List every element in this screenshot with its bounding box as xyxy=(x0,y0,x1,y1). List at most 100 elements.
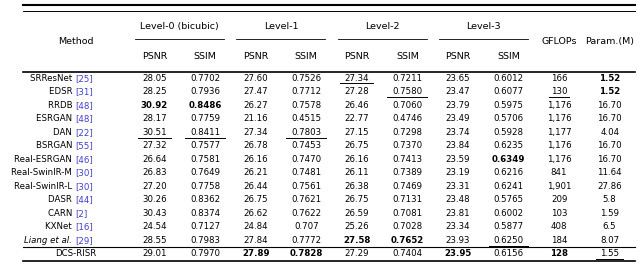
Text: 0.7404: 0.7404 xyxy=(392,249,422,258)
Text: 0.7028: 0.7028 xyxy=(392,222,422,232)
Text: 0.7561: 0.7561 xyxy=(291,182,321,191)
Text: [30]: [30] xyxy=(75,182,93,191)
Text: 0.8374: 0.8374 xyxy=(190,209,220,218)
Text: 0.7469: 0.7469 xyxy=(392,182,422,191)
Text: 30.26: 30.26 xyxy=(142,195,167,204)
Text: [30]: [30] xyxy=(75,168,93,177)
Text: 1.52: 1.52 xyxy=(599,74,620,83)
Text: [48]: [48] xyxy=(75,101,93,110)
Text: 27.15: 27.15 xyxy=(344,128,369,137)
Text: [25]: [25] xyxy=(75,74,93,83)
Text: 0.7370: 0.7370 xyxy=(392,142,422,150)
Text: 0.7298: 0.7298 xyxy=(392,128,422,137)
Text: SSIM: SSIM xyxy=(194,52,216,61)
Text: 23.31: 23.31 xyxy=(445,182,470,191)
Text: 0.7081: 0.7081 xyxy=(392,209,422,218)
Text: Real-ESRGAN: Real-ESRGAN xyxy=(14,155,75,164)
Text: 11.64: 11.64 xyxy=(597,168,622,177)
Text: 0.7712: 0.7712 xyxy=(291,87,321,96)
Text: 1.55: 1.55 xyxy=(600,249,620,258)
Text: 0.6216: 0.6216 xyxy=(493,168,524,177)
Text: SSIM: SSIM xyxy=(295,52,317,61)
Text: 26.11: 26.11 xyxy=(344,168,369,177)
Text: 408: 408 xyxy=(551,222,567,232)
Text: 209: 209 xyxy=(551,195,567,204)
Text: 0.7580: 0.7580 xyxy=(392,87,422,96)
Text: 24.84: 24.84 xyxy=(243,222,268,232)
Text: 16.70: 16.70 xyxy=(597,114,622,123)
Text: 0.7759: 0.7759 xyxy=(190,114,220,123)
Text: 29.01: 29.01 xyxy=(142,249,167,258)
Text: 23.19: 23.19 xyxy=(445,168,470,177)
Text: ESRGAN: ESRGAN xyxy=(36,114,75,123)
Text: 0.7758: 0.7758 xyxy=(190,182,220,191)
Text: 27.34: 27.34 xyxy=(243,128,268,137)
Text: 27.86: 27.86 xyxy=(597,182,622,191)
Text: 0.7127: 0.7127 xyxy=(190,222,220,232)
Text: 0.7621: 0.7621 xyxy=(291,195,321,204)
Text: 130: 130 xyxy=(551,87,567,96)
Text: 0.7970: 0.7970 xyxy=(190,249,220,258)
Text: 23.95: 23.95 xyxy=(444,249,472,258)
Text: CARN: CARN xyxy=(48,209,75,218)
Text: 0.7453: 0.7453 xyxy=(291,142,321,150)
Text: 6.5: 6.5 xyxy=(603,222,616,232)
Text: KXNet: KXNet xyxy=(45,222,75,232)
Text: 26.83: 26.83 xyxy=(142,168,167,177)
Text: 23.34: 23.34 xyxy=(445,222,470,232)
Text: EDSR: EDSR xyxy=(49,87,75,96)
Text: 23.79: 23.79 xyxy=(445,101,470,110)
Text: 0.7772: 0.7772 xyxy=(291,236,321,245)
Text: 166: 166 xyxy=(551,74,567,83)
Text: 24.54: 24.54 xyxy=(142,222,167,232)
Text: [44]: [44] xyxy=(75,195,93,204)
Text: PSNR: PSNR xyxy=(445,52,470,61)
Text: [46]: [46] xyxy=(75,155,93,164)
Text: 1.59: 1.59 xyxy=(600,209,619,218)
Text: 0.7131: 0.7131 xyxy=(392,195,422,204)
Text: 27.89: 27.89 xyxy=(242,249,269,258)
Text: 0.6349: 0.6349 xyxy=(492,155,525,164)
Text: DAN: DAN xyxy=(53,128,75,137)
Text: 16.70: 16.70 xyxy=(597,142,622,150)
Text: 21.16: 21.16 xyxy=(243,114,268,123)
Text: 0.4515: 0.4515 xyxy=(291,114,321,123)
Text: 0.5706: 0.5706 xyxy=(493,114,524,123)
Text: PSNR: PSNR xyxy=(243,52,268,61)
Text: [31]: [31] xyxy=(75,87,93,96)
Text: 1,177: 1,177 xyxy=(547,128,572,137)
Text: 0.4746: 0.4746 xyxy=(392,114,422,123)
Text: 28.55: 28.55 xyxy=(142,236,167,245)
Text: 1,176: 1,176 xyxy=(547,155,572,164)
Text: 22.77: 22.77 xyxy=(344,114,369,123)
Text: Level-0 (bicubic): Level-0 (bicubic) xyxy=(140,22,219,31)
Text: 27.20: 27.20 xyxy=(142,182,167,191)
Text: 27.60: 27.60 xyxy=(243,74,268,83)
Text: Level-2: Level-2 xyxy=(365,22,399,31)
Text: 1,176: 1,176 xyxy=(547,142,572,150)
Text: 1,176: 1,176 xyxy=(547,114,572,123)
Text: 26.75: 26.75 xyxy=(344,142,369,150)
Text: SRResNet: SRResNet xyxy=(30,74,75,83)
Text: 0.7481: 0.7481 xyxy=(291,168,321,177)
Text: SSIM: SSIM xyxy=(396,52,419,61)
Text: 26.59: 26.59 xyxy=(344,209,369,218)
Text: DASR: DASR xyxy=(49,195,75,204)
Text: [55]: [55] xyxy=(75,142,93,150)
Text: 26.16: 26.16 xyxy=(243,155,268,164)
Text: 26.75: 26.75 xyxy=(243,195,268,204)
Text: Level-3: Level-3 xyxy=(466,22,500,31)
Text: 0.7389: 0.7389 xyxy=(392,168,422,177)
Text: 8.07: 8.07 xyxy=(600,236,620,245)
Text: Level-1: Level-1 xyxy=(264,22,298,31)
Text: 0.7211: 0.7211 xyxy=(392,74,422,83)
Text: 23.65: 23.65 xyxy=(445,74,470,83)
Text: [29]: [29] xyxy=(75,236,93,245)
Text: 23.84: 23.84 xyxy=(445,142,470,150)
Text: 5.8: 5.8 xyxy=(603,195,616,204)
Text: 0.5765: 0.5765 xyxy=(493,195,524,204)
Text: 0.6002: 0.6002 xyxy=(493,209,524,218)
Text: 26.62: 26.62 xyxy=(243,209,268,218)
Text: Method: Method xyxy=(58,37,94,46)
Text: 23.49: 23.49 xyxy=(445,114,470,123)
